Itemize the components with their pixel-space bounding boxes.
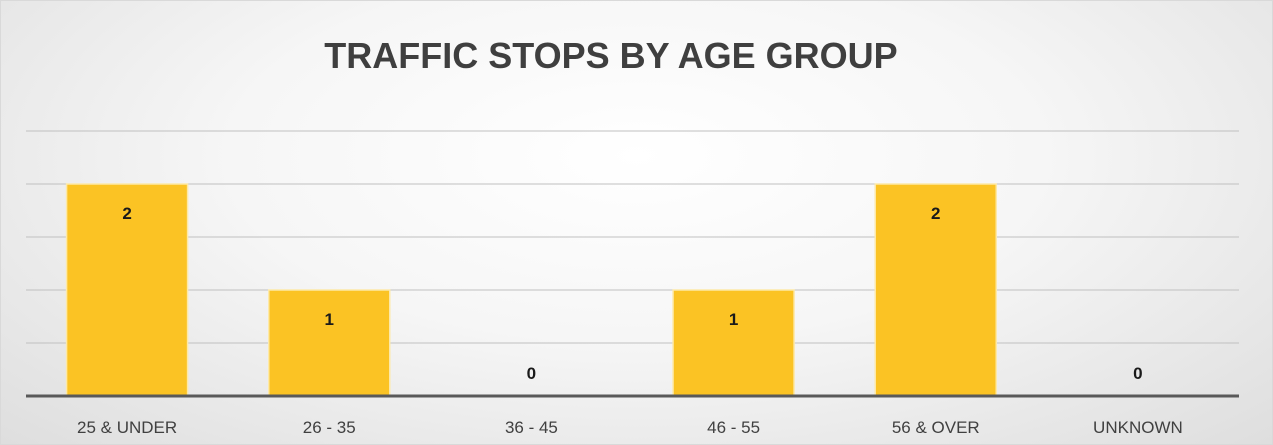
- bar-0: [65, 183, 189, 397]
- x-tick-label-0: 25 & UNDER: [77, 418, 177, 437]
- bar-3: [672, 289, 795, 397]
- data-label-0: 2: [122, 204, 131, 223]
- x-tick-label-4: 56 & OVER: [892, 418, 980, 437]
- data-label-5: 0: [1133, 364, 1142, 383]
- gridlines: [26, 130, 1239, 344]
- bar-1: [268, 289, 391, 397]
- x-tick-label-2: 36 - 45: [505, 418, 558, 437]
- data-label-2: 0: [527, 364, 536, 383]
- data-label-3: 1: [729, 310, 738, 329]
- bars: [65, 183, 997, 397]
- data-labels: 2 1 0 1 2 0: [122, 204, 1142, 383]
- chart-title: TRAFFIC STOPS BY AGE GROUP: [324, 35, 897, 76]
- x-axis-tick-labels: 25 & UNDER 26 - 35 36 - 45 46 - 55 56 & OVER…: [77, 418, 1183, 437]
- data-label-1: 1: [325, 310, 334, 329]
- x-tick-label-3: 46 - 55: [707, 418, 760, 437]
- data-label-4: 2: [931, 204, 940, 223]
- bar-4: [874, 183, 997, 397]
- x-tick-label-1: 26 - 35: [303, 418, 356, 437]
- x-tick-label-5: UNKNOWN: [1093, 418, 1183, 437]
